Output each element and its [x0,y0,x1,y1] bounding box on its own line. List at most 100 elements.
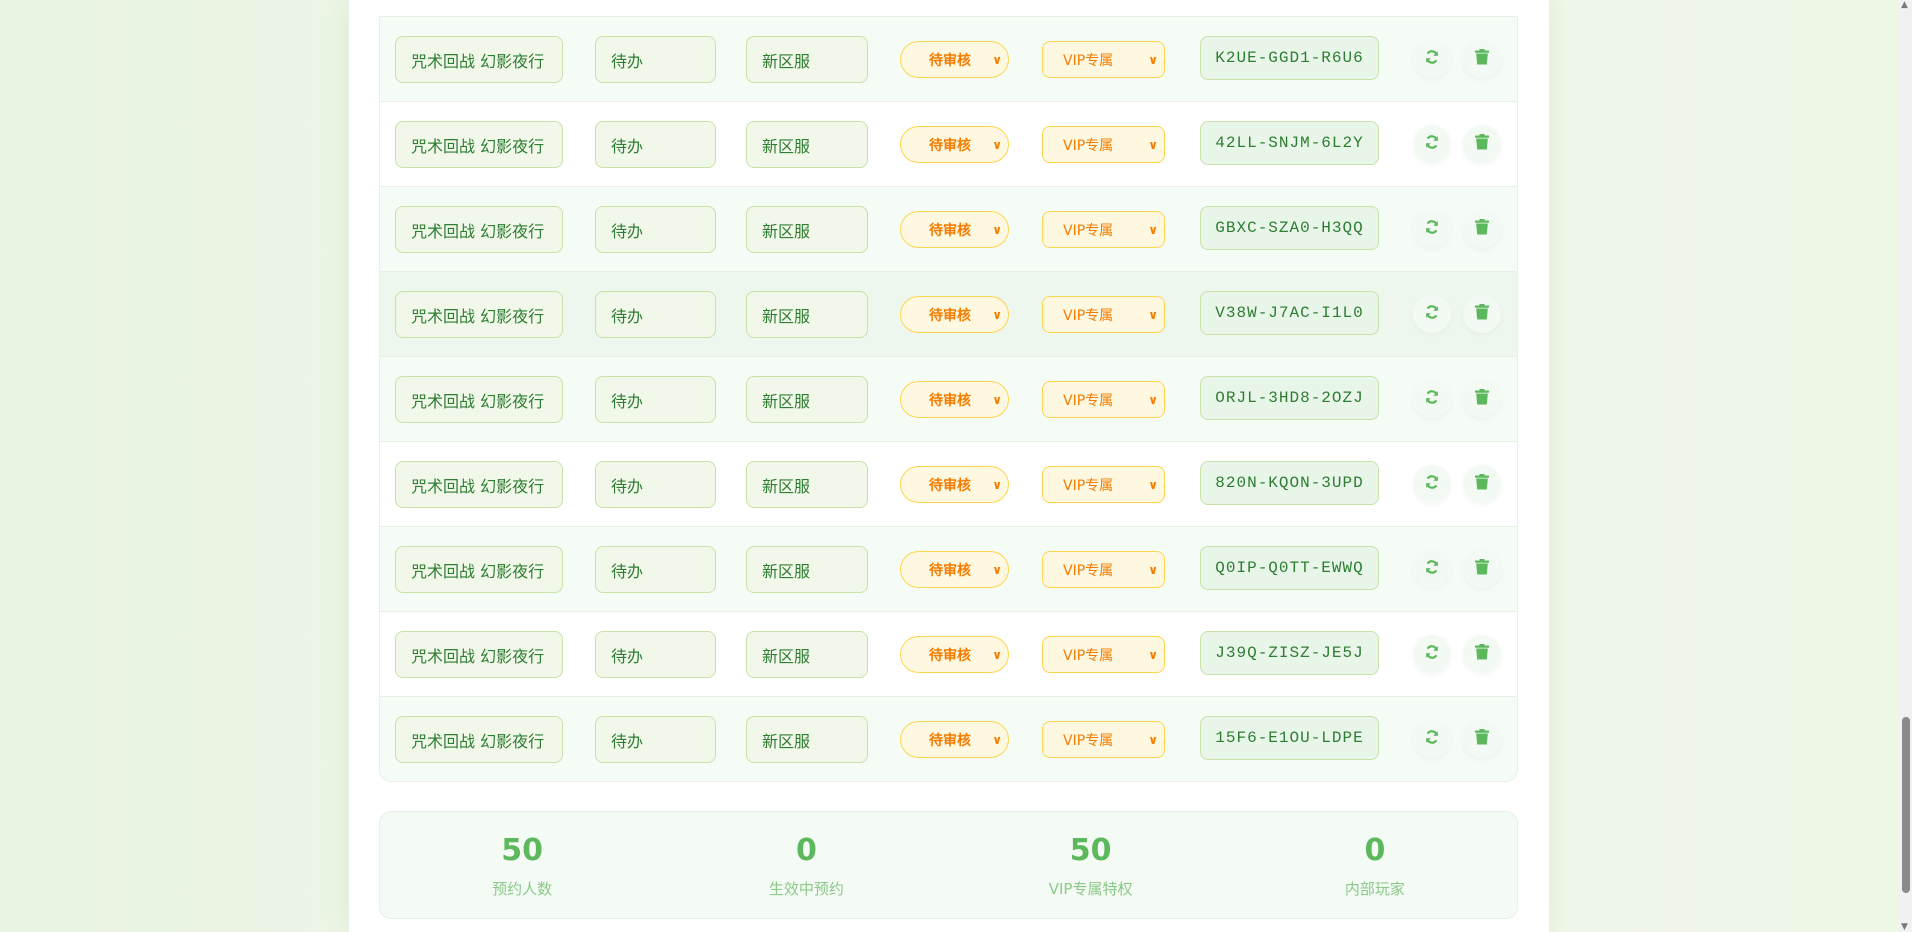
status-input[interactable]: 待办 [595,376,716,423]
game-name-input[interactable]: 咒术回战 幻影夜行 [395,206,563,253]
delete-button[interactable] [1463,125,1501,163]
regenerate-button[interactable] [1413,380,1451,418]
delete-button[interactable] [1463,465,1501,503]
status-input[interactable]: 待办 [595,121,716,168]
server-input[interactable]: 新区服 [746,121,868,168]
server-input[interactable]: 新区服 [746,206,868,253]
regenerate-button[interactable] [1413,550,1451,588]
delete-button[interactable] [1463,720,1501,758]
status-input[interactable]: 待办 [595,291,716,338]
stat-value: 0 [1364,832,1386,868]
refresh-icon [1424,389,1440,409]
chevron-down-icon: ∨ [1148,477,1158,492]
chevron-down-icon: ∨ [992,392,1002,407]
trash-icon [1475,474,1489,494]
server-input[interactable]: 新区服 [746,631,868,678]
chevron-down-icon: ∨ [1148,647,1158,662]
audit-value: 待审核 [929,392,971,409]
trash-icon [1475,644,1489,664]
delete-button[interactable] [1463,210,1501,248]
game-name-input[interactable]: 咒术回战 幻影夜行 [395,291,563,338]
server-input[interactable]: 新区服 [746,36,868,83]
audit-select[interactable]: 待审核 ∨ [900,296,1009,333]
status-input[interactable]: 待办 [595,631,716,678]
privilege-select[interactable]: VIP专属 ∨ [1042,466,1165,503]
privilege-value: VIP专属 [1063,137,1114,154]
game-name-input[interactable]: 咒术回战 幻影夜行 [395,376,563,423]
privilege-select[interactable]: VIP专属 ∨ [1042,126,1165,163]
privilege-value: VIP专属 [1063,222,1114,239]
game-name-input[interactable]: 咒术回战 幻影夜行 [395,716,563,763]
scroll-down-icon[interactable]: ▼ [1901,922,1908,932]
chevron-down-icon: ∨ [992,222,1002,237]
regenerate-button[interactable] [1413,125,1451,163]
privilege-value: VIP专属 [1063,392,1114,409]
regenerate-button[interactable] [1413,720,1451,758]
status-input[interactable]: 待办 [595,716,716,763]
status-input[interactable]: 待办 [595,206,716,253]
reservation-code: ORJL-3HD8-2OZJ [1200,376,1379,420]
privilege-select[interactable]: VIP专属 ∨ [1042,381,1165,418]
delete-button[interactable] [1463,635,1501,673]
chevron-down-icon: ∨ [992,647,1002,662]
status-input[interactable]: 待办 [595,461,716,508]
server-input[interactable]: 新区服 [746,716,868,763]
audit-select[interactable]: 待审核 ∨ [900,636,1009,673]
server-input[interactable]: 新区服 [746,546,868,593]
privilege-select[interactable]: VIP专属 ∨ [1042,296,1165,333]
audit-select[interactable]: 待审核 ∨ [900,466,1009,503]
scroll-up-icon[interactable]: ▲ [1901,0,1908,10]
regenerate-button[interactable] [1413,210,1451,248]
scrollbar-thumb[interactable] [1902,717,1910,893]
audit-select[interactable]: 待审核 ∨ [900,721,1009,758]
privilege-select[interactable]: VIP专属 ∨ [1042,636,1165,673]
server-input[interactable]: 新区服 [746,291,868,338]
table-row: 咒术回战 幻影夜行 待办 新区服 待审核 ∨ VIP专属 ∨ 820N-KQON-3… [380,441,1517,526]
status-input[interactable]: 待办 [595,546,716,593]
privilege-value: VIP专属 [1063,52,1114,69]
game-name-input[interactable]: 咒术回战 幻影夜行 [395,631,563,678]
status-input[interactable]: 待办 [595,36,716,83]
chevron-down-icon: ∨ [992,307,1002,322]
trash-icon [1475,134,1489,154]
refresh-icon [1424,474,1440,494]
audit-select[interactable]: 待审核 ∨ [900,41,1009,78]
table-row: 咒术回战 幻影夜行 待办 新区服 待审核 ∨ VIP专属 ∨ 15F6-E1OU-L… [380,696,1517,781]
privilege-select[interactable]: VIP专属 ∨ [1042,41,1165,78]
delete-button[interactable] [1463,40,1501,78]
game-name-input[interactable]: 咒术回战 幻影夜行 [395,121,563,168]
server-input[interactable]: 新区服 [746,376,868,423]
reservation-code: 15F6-E1OU-LDPE [1200,716,1379,760]
privilege-select[interactable]: VIP专属 ∨ [1042,211,1165,248]
refresh-icon [1424,304,1440,324]
trash-icon [1475,559,1489,579]
privilege-value: VIP专属 [1063,647,1114,664]
delete-button[interactable] [1463,295,1501,333]
reservation-code: J39Q-ZISZ-JE5J [1200,631,1379,675]
delete-button[interactable] [1463,550,1501,588]
game-name-input[interactable]: 咒术回战 幻影夜行 [395,461,563,508]
refresh-icon [1424,644,1440,664]
audit-select[interactable]: 待审核 ∨ [900,551,1009,588]
server-input[interactable]: 新区服 [746,461,868,508]
scrollbar[interactable]: ▲ ▼ [1899,0,1912,932]
audit-value: 待审核 [929,137,971,154]
chevron-down-icon: ∨ [1148,222,1158,237]
privilege-select[interactable]: VIP专属 ∨ [1042,721,1165,758]
regenerate-button[interactable] [1413,40,1451,78]
audit-value: 待审核 [929,732,971,749]
delete-button[interactable] [1463,380,1501,418]
reservation-table: 咒术回战 幻影夜行 待办 新区服 待审核 ∨ VIP专属 ∨ K2UE-GGD1-R… [379,16,1518,782]
stat-value: 50 [1069,832,1112,868]
regenerate-button[interactable] [1413,465,1451,503]
regenerate-button[interactable] [1413,295,1451,333]
audit-select[interactable]: 待审核 ∨ [900,126,1009,163]
stat-label: 预约人数 [492,879,553,898]
regenerate-button[interactable] [1413,635,1451,673]
privilege-select[interactable]: VIP专属 ∨ [1042,551,1165,588]
chevron-down-icon: ∨ [1148,732,1158,747]
audit-select[interactable]: 待审核 ∨ [900,211,1009,248]
game-name-input[interactable]: 咒术回战 幻影夜行 [395,546,563,593]
audit-select[interactable]: 待审核 ∨ [900,381,1009,418]
game-name-input[interactable]: 咒术回战 幻影夜行 [395,36,563,83]
